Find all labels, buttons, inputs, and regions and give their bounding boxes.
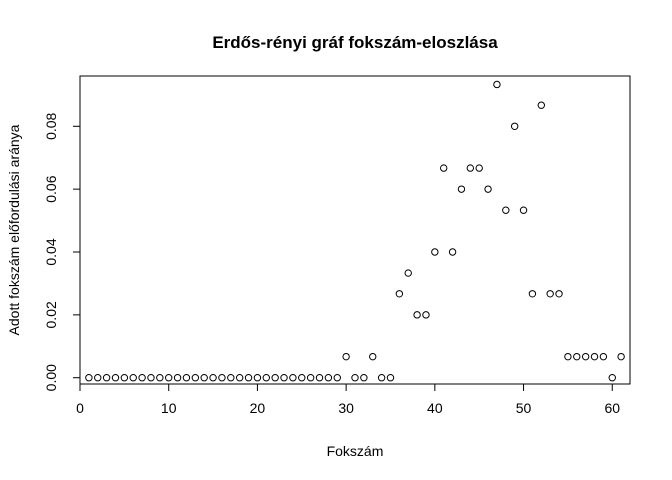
data-point [448,248,457,256]
data-point [111,374,120,382]
y-tick-label: 0.00 [43,364,59,391]
data-point [422,311,430,319]
data-point [555,290,563,298]
data-point [298,374,306,382]
data-point [173,374,182,382]
data-point [351,374,359,382]
data-point [484,185,492,193]
data-point [324,374,333,382]
data-point [289,374,297,382]
data-point [395,290,404,298]
data-point [590,352,599,361]
data-point [519,206,528,214]
y-axis: 0.00 0.02 0.04 0.06 0.08 [43,112,80,391]
data-point [581,352,590,361]
x-tick-label: 50 [516,400,532,416]
y-tick-label: 0.06 [43,175,59,202]
data-point [493,80,501,89]
x-tick-label: 30 [338,400,354,416]
data-point [200,374,208,382]
x-tick-label: 60 [604,400,620,416]
data-point [546,290,554,298]
data-point [386,374,395,382]
y-tick-label: 0.04 [43,238,59,265]
data-point [440,164,448,172]
data-points [85,80,625,382]
data-point [120,374,129,382]
data-point [156,374,164,382]
data-point [102,374,111,382]
data-point [564,352,572,361]
data-point [165,374,173,382]
data-point [599,352,608,361]
data-point [457,185,466,193]
data-point [306,374,315,382]
data-point [528,290,537,298]
data-point [475,164,483,172]
y-tick-label: 0.02 [43,301,59,328]
x-tick-label: 20 [250,400,266,416]
data-point [209,374,217,382]
data-point [369,352,377,361]
data-point [315,374,324,382]
data-point [502,206,510,214]
data-point [262,374,270,382]
data-point [413,311,421,319]
data-point [85,374,93,382]
data-point [608,374,616,382]
x-tick-label: 10 [161,400,177,416]
data-point [191,374,200,382]
data-point [537,101,545,109]
data-point [360,374,368,382]
data-point [510,122,519,130]
data-point [466,164,475,172]
x-axis-label: Fokszám [327,443,384,459]
data-point [182,374,191,382]
data-point [333,374,341,382]
data-point [138,374,146,382]
plot-frame [79,75,631,385]
data-point [431,248,439,256]
x-tick-label: 0 [76,400,84,416]
data-point [253,374,262,382]
data-point [342,352,350,361]
data-point [573,352,581,361]
data-point [377,374,386,382]
data-point [147,374,155,382]
x-axis: 0 10 20 30 40 50 60 [76,384,620,416]
data-point [218,374,226,382]
y-tick-label: 0.08 [43,112,59,139]
data-point [244,374,253,382]
chart-title: Erdős-rényi gráf fokszám-eloszlása [212,33,498,52]
y-axis-label: Adott fokszám előfordulási aránya [6,124,22,335]
data-point [235,374,244,382]
data-point [404,269,412,277]
data-point [617,352,625,361]
x-tick-label: 40 [427,400,443,416]
data-point [94,374,102,382]
data-point [271,374,279,382]
data-point [227,374,235,382]
data-point [129,374,137,382]
data-point [280,374,288,382]
